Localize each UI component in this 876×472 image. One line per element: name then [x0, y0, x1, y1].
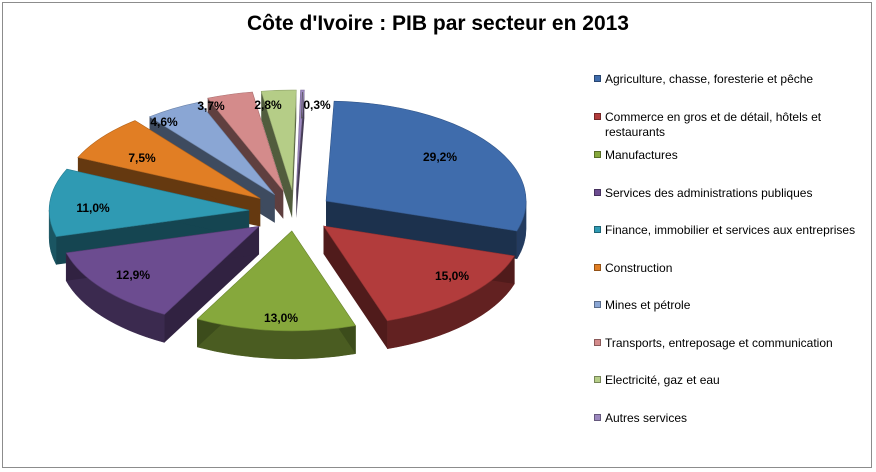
chart-title: Côte d'Ivoire : PIB par secteur en 2013: [247, 12, 629, 35]
data-label: 7,5%: [128, 151, 156, 165]
legend-swatch: [594, 301, 601, 308]
slice-wall: [296, 90, 305, 219]
legend-label: Electricité, gaz et eau: [605, 373, 720, 387]
data-label: 15,0%: [435, 269, 469, 283]
legend-entry: Commerce en gros et de détail, hôtels et…: [594, 110, 869, 140]
slice-wall: [326, 201, 517, 259]
legend-label: Transports, entreposage et communication: [605, 336, 833, 350]
slice-wall: [261, 91, 293, 219]
pie-slice: [65, 225, 260, 315]
data-label: 2,8%: [254, 98, 282, 112]
slice-tops: [48, 89, 527, 332]
legend-entry: Transports, entreposage et communication: [594, 336, 869, 351]
legend-label: Commerce en gros et de détail, hôtels et…: [605, 110, 822, 139]
slice-wall: [323, 225, 388, 349]
data-label: 12,9%: [116, 268, 150, 282]
legend-swatch: [594, 113, 601, 120]
legend-swatch: [594, 376, 601, 383]
legend-entry: Services des administrations publiques: [594, 186, 869, 201]
data-label: 11,0%: [76, 201, 110, 215]
legend-swatch: [594, 339, 601, 346]
legend-label: Manufactures: [605, 148, 678, 162]
pie-slice: [196, 230, 357, 332]
legend-entry: Construction: [594, 261, 869, 276]
legend-swatch: [594, 75, 601, 82]
legend-swatch: [594, 264, 601, 271]
legend-label: Services des administrations publiques: [605, 186, 813, 200]
legend-entry: Autres services: [594, 411, 869, 426]
data-label: 0,3%: [303, 98, 331, 112]
data-label: 4,6%: [150, 115, 178, 129]
leader-line: [301, 92, 304, 119]
data-label: 29,2%: [423, 150, 457, 164]
legend-swatch: [594, 414, 601, 421]
pie-slice: [148, 101, 275, 196]
data-labels: 29,2% 15,0% 13,0% 12,9% 11,0% 7,5% 4,6% 3,7% 2,8…: [76, 98, 469, 325]
pie-slice: [260, 89, 297, 191]
legend-label: Finance, immobilier et services aux entr…: [605, 223, 856, 237]
pie-slice: [325, 100, 527, 232]
pie-slice: [207, 91, 284, 191]
legend-entry: Electricité, gaz et eau: [594, 373, 869, 388]
pie-slice: [322, 225, 515, 322]
pie-slice: [296, 89, 305, 191]
legend-entry: Agriculture, chasse, foresterie et pêche: [594, 72, 869, 87]
legend-entry: Mines et pétrole: [594, 298, 869, 313]
data-label: 13,0%: [264, 311, 298, 325]
legend-label: Autres services: [605, 411, 688, 425]
legend-swatch: [594, 189, 601, 196]
pie-slice: [77, 120, 261, 199]
legend-label: Mines et pétrole: [605, 298, 691, 312]
legend-entry: Manufactures: [594, 148, 869, 163]
legend-label: Agriculture, chasse, foresterie et pêche: [605, 72, 814, 86]
legend-label: Construction: [605, 261, 673, 275]
data-label: 3,7%: [197, 99, 225, 113]
legend-swatch: [594, 151, 601, 158]
legend-entry: Finance, immobilier et services aux entr…: [594, 223, 869, 238]
pie-slice: [48, 168, 250, 238]
legend-swatch: [594, 226, 601, 233]
